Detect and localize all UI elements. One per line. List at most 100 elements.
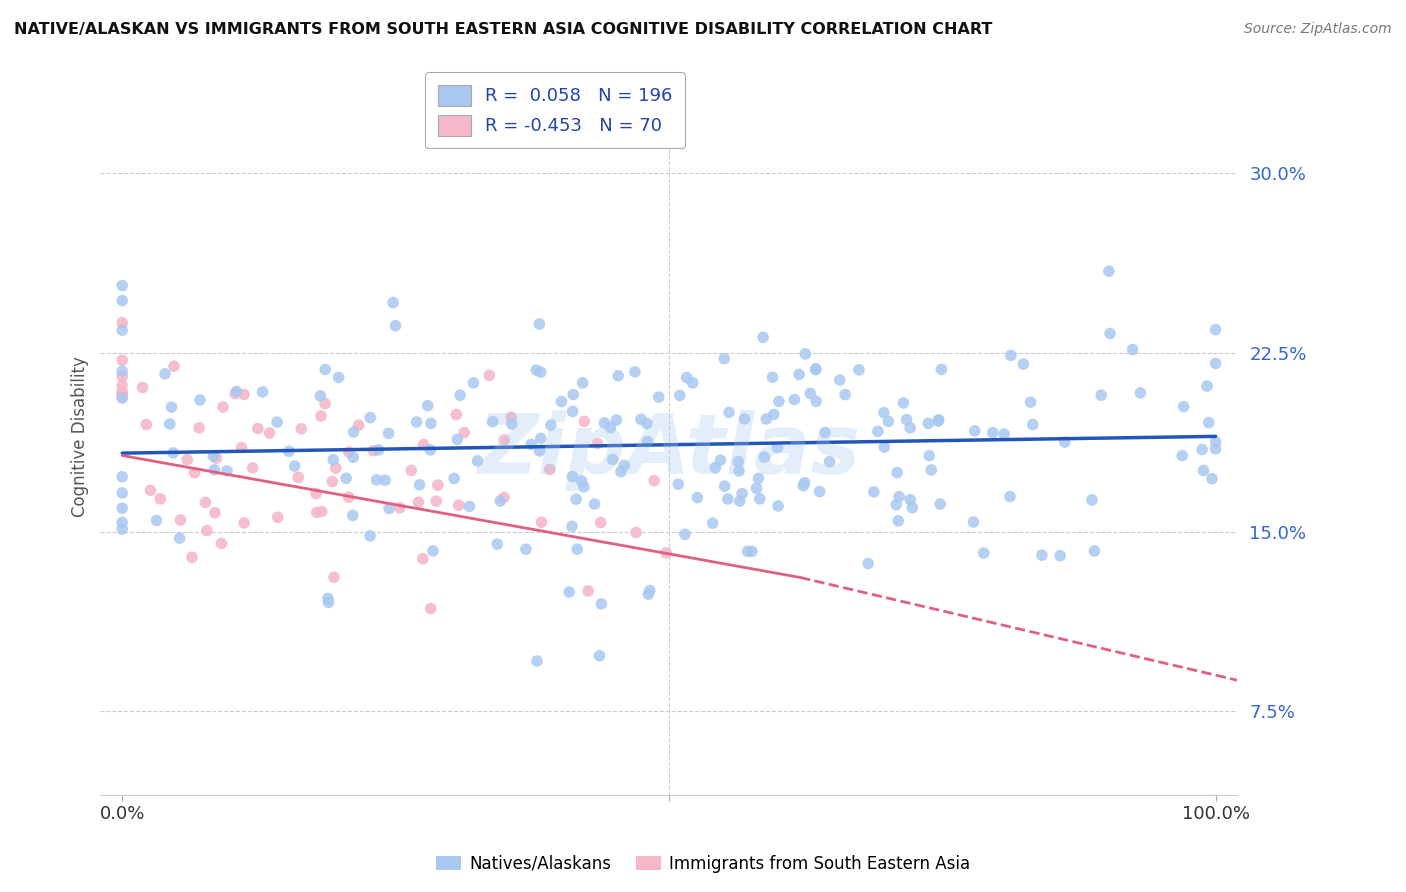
Point (489, 494, 512, 508)
Point (446, 433, 468, 447)
Point (446, 408, 468, 422)
Point (702, 516, 724, 531)
Point (419, 601, 441, 615)
Point (862, 484, 884, 499)
Point (486, 537, 509, 551)
Point (529, 317, 551, 331)
Point (886, 466, 908, 480)
Point (163, 359, 186, 374)
Point (181, 550, 204, 565)
Point (748, 491, 770, 506)
Point (783, 392, 806, 407)
Legend: Natives/Alaskans, Immigrants from South Eastern Asia: Natives/Alaskans, Immigrants from South … (429, 848, 977, 880)
Point (981, 425, 1004, 440)
Point (745, 481, 768, 495)
Point (624, 525, 647, 540)
Point (233, 387, 256, 401)
Point (787, 368, 810, 382)
Point (530, 431, 553, 445)
Point (887, 490, 910, 504)
Point (558, 585, 581, 599)
Point (322, 452, 344, 467)
Point (111, 384, 134, 399)
Point (325, 461, 347, 475)
Point (361, 443, 384, 458)
Point (538, 462, 561, 476)
Point (754, 450, 776, 464)
Point (567, 542, 589, 557)
Point (713, 479, 735, 493)
Point (636, 417, 658, 431)
Point (637, 587, 659, 601)
Point (284, 458, 307, 473)
Point (374, 473, 396, 487)
Point (246, 421, 269, 435)
Point (718, 405, 741, 419)
Point (898, 492, 921, 507)
Point (931, 362, 953, 376)
Point (309, 389, 332, 403)
Point (287, 470, 309, 484)
Point (792, 478, 814, 492)
Point (540, 418, 562, 433)
Point (1031, 548, 1053, 562)
Point (648, 390, 671, 404)
Text: NATIVE/ALASKAN VS IMMIGRANTS FROM SOUTH EASTERN ASIA COGNITIVE DISABILITY CORREL: NATIVE/ALASKAN VS IMMIGRANTS FROM SOUTH … (14, 22, 993, 37)
Point (384, 318, 406, 333)
Point (328, 370, 350, 384)
Point (520, 437, 543, 451)
Point (550, 394, 572, 409)
Point (858, 557, 880, 571)
Point (501, 410, 523, 425)
Point (494, 433, 516, 447)
Point (162, 446, 184, 460)
Point (1122, 343, 1144, 357)
Point (918, 449, 941, 463)
Point (761, 370, 783, 384)
Y-axis label: Cognitive Disability: Cognitive Disability (72, 356, 89, 516)
Point (1205, 435, 1227, 450)
Point (305, 505, 328, 519)
Point (709, 453, 731, 467)
Point (610, 465, 633, 479)
Point (927, 414, 949, 428)
Point (808, 484, 831, 499)
Point (1081, 492, 1104, 507)
Point (202, 463, 225, 477)
Point (755, 412, 778, 426)
Point (638, 583, 661, 598)
Point (731, 486, 754, 500)
Point (305, 486, 328, 500)
Point (607, 368, 630, 383)
Point (378, 501, 401, 516)
Point (571, 376, 593, 390)
Point (1099, 326, 1122, 341)
Point (973, 546, 995, 560)
Point (962, 515, 984, 529)
Point (224, 386, 246, 401)
Point (1195, 379, 1218, 393)
Point (111, 353, 134, 368)
Point (401, 463, 423, 477)
Point (111, 378, 134, 392)
Point (311, 504, 333, 518)
Point (1205, 323, 1227, 337)
Point (637, 434, 659, 449)
Point (314, 362, 336, 376)
Point (463, 376, 485, 390)
Legend: R =  0.058   N = 196, R = -0.453   N = 70: R = 0.058 N = 196, R = -0.453 N = 70 (426, 72, 685, 148)
Point (342, 450, 364, 465)
Point (704, 460, 727, 475)
Point (866, 425, 889, 439)
Point (211, 536, 233, 550)
Point (682, 376, 704, 390)
Point (893, 396, 915, 410)
Point (111, 323, 134, 337)
Point (111, 369, 134, 384)
Point (412, 437, 434, 451)
Point (884, 498, 907, 512)
Point (242, 460, 264, 475)
Point (1198, 416, 1220, 430)
Point (901, 500, 924, 515)
Point (828, 373, 851, 387)
